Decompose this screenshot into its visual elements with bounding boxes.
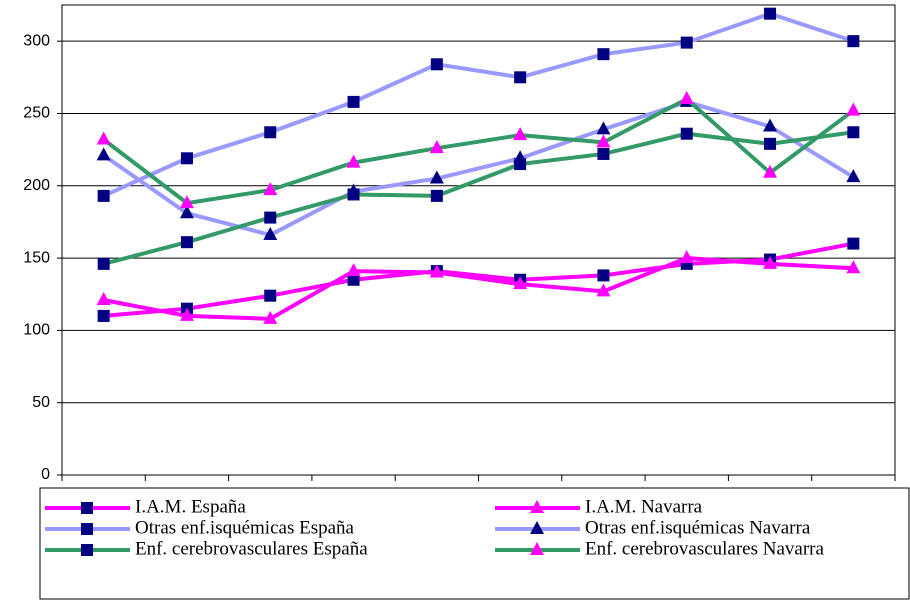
data-point <box>680 127 693 140</box>
series-line <box>102 11 854 198</box>
data-point <box>513 127 528 141</box>
data-point <box>429 140 444 154</box>
data-point <box>97 309 110 322</box>
series-line <box>103 256 854 321</box>
series-line <box>103 130 854 266</box>
data-point <box>846 102 861 116</box>
data-point <box>96 292 111 306</box>
legend-marker <box>530 521 544 534</box>
y-tick-label: 0 <box>41 466 50 483</box>
data-point <box>679 250 694 264</box>
data-point <box>179 195 194 209</box>
legend-label: Enf. cerebrovasculares Navarra <box>585 538 825 559</box>
data-point <box>180 152 193 165</box>
data-point <box>263 182 278 196</box>
data-point <box>680 36 693 49</box>
legend-label: I.A.M. Navarra <box>585 496 703 517</box>
data-point <box>597 269 610 282</box>
data-point <box>597 48 610 61</box>
data-point <box>346 263 361 277</box>
y-tick-label: 50 <box>32 394 50 411</box>
legend-marker <box>81 523 93 535</box>
y-tick-label: 150 <box>23 249 50 266</box>
data-point <box>429 170 444 184</box>
y-tick-label: 200 <box>23 177 50 194</box>
data-point <box>514 158 527 171</box>
data-point <box>263 226 278 240</box>
legend-label: Otras enf.isquémicas Navarra <box>585 517 811 538</box>
data-point <box>180 236 193 249</box>
data-point <box>263 310 278 324</box>
y-tick-label: 300 <box>23 32 50 49</box>
data-point <box>513 276 528 290</box>
legend-marker <box>530 500 544 513</box>
legend-label: I.A.M. España <box>135 496 246 517</box>
data-point <box>97 257 110 270</box>
legend-marker <box>81 502 93 514</box>
legend-marker <box>81 544 93 556</box>
data-point <box>764 7 777 20</box>
y-tick-label: 250 <box>23 105 50 122</box>
data-point <box>679 91 694 104</box>
data-point <box>179 307 194 321</box>
data-point <box>430 189 443 202</box>
data-point <box>430 58 443 71</box>
data-point <box>764 137 777 150</box>
legend-label: Enf. cerebrovasculares España <box>135 538 368 559</box>
data-point <box>264 211 277 224</box>
data-point <box>597 147 610 160</box>
data-point <box>763 118 778 132</box>
data-point <box>514 71 527 84</box>
y-tick-label: 100 <box>23 322 50 339</box>
legend-label: Otras enf.isquémicas España <box>135 517 355 538</box>
data-point <box>97 189 110 202</box>
data-point <box>347 188 360 201</box>
data-point <box>264 126 277 139</box>
data-point <box>846 169 861 183</box>
data-point <box>347 95 360 108</box>
legend-marker <box>530 542 544 555</box>
data-point <box>179 205 194 219</box>
legend-box <box>39 487 910 600</box>
data-point <box>763 255 778 269</box>
data-point <box>596 121 611 135</box>
data-point <box>847 35 860 48</box>
series-line <box>102 99 855 238</box>
data-point <box>347 273 360 286</box>
data-point <box>847 126 860 139</box>
data-point <box>429 264 444 278</box>
data-point <box>96 131 111 145</box>
data-point <box>96 147 111 161</box>
series-line <box>102 96 855 206</box>
data-point <box>264 289 277 302</box>
data-point <box>763 164 778 178</box>
data-point <box>847 237 860 250</box>
data-point <box>846 260 861 274</box>
data-point <box>596 283 611 297</box>
data-point <box>596 134 611 148</box>
data-point <box>346 154 361 168</box>
